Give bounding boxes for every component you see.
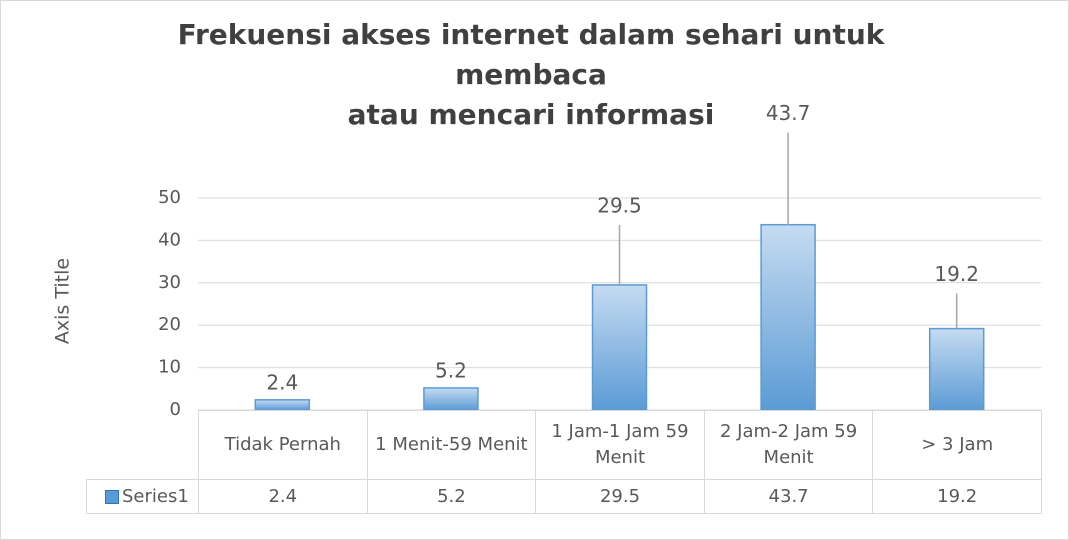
- data-label: 2.4: [266, 370, 298, 394]
- bar: [254, 399, 311, 411]
- y-tick-label: 20: [158, 314, 181, 335]
- x-tick-label: 1 Jam-1 Jam 59 Menit: [535, 410, 705, 480]
- x-tick-label: Tidak Pernah: [198, 410, 368, 480]
- data-label: 5.2: [435, 358, 467, 382]
- x-tick-label: 2 Jam-2 Jam 59 Menit: [703, 410, 874, 480]
- legend-cell: Series1: [86, 479, 199, 514]
- data-table-value: 19.2: [872, 479, 1042, 514]
- y-axis-title: Axis Title: [52, 258, 74, 344]
- y-tick-label: 30: [158, 272, 181, 293]
- data-label: 43.7: [766, 101, 811, 125]
- bar: [591, 284, 648, 411]
- bar: [760, 223, 816, 411]
- x-tick-label: > 3 Jam: [872, 410, 1042, 480]
- x-tick-label: 1 Menit-59 Menit: [366, 410, 537, 480]
- y-tick-label: 50: [158, 187, 181, 208]
- chart-title: Frekuensi akses internet dalam sehari un…: [177, 18, 885, 131]
- data-table-value: 2.4: [198, 479, 368, 514]
- bar: [928, 327, 985, 411]
- y-tick-label: 40: [158, 229, 181, 250]
- data-label: 29.5: [597, 193, 642, 217]
- data-table-value: 29.5: [535, 479, 705, 514]
- data-label: 19.2: [934, 262, 979, 286]
- y-tick-label: 0: [170, 399, 181, 420]
- legend-label: Series1: [122, 485, 189, 507]
- legend-key: [105, 489, 119, 504]
- data-table-value: 5.2: [366, 479, 537, 514]
- bar: [423, 387, 479, 411]
- data-table-value: 43.7: [703, 479, 874, 514]
- y-tick-label: 10: [158, 357, 181, 378]
